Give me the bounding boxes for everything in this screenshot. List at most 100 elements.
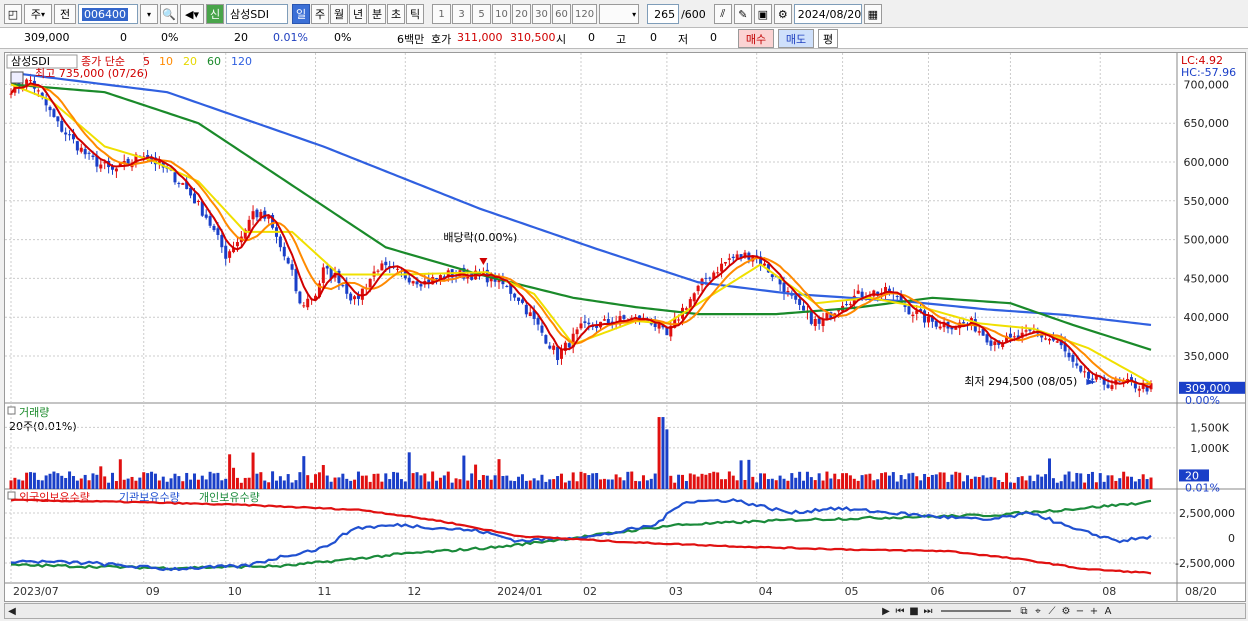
volume-bar (263, 480, 267, 489)
gear-icon[interactable]: ⚙ (773, 4, 792, 24)
volume-bar (1028, 475, 1032, 489)
interval-tab-10[interactable]: 10 (492, 4, 511, 24)
zoom-slider[interactable] (941, 610, 1011, 612)
open-label: 시 (556, 33, 567, 46)
period-tab-0[interactable]: 일 (292, 4, 310, 24)
holdings-y-tick-0: 2,500,000 (1179, 507, 1235, 520)
interval-tab-30[interactable]: 30 (532, 4, 551, 24)
x-tick-label-0: 2023/07 (13, 585, 59, 598)
layout-icon[interactable]: ◰ (4, 4, 22, 24)
sell-button[interactable]: 매도 (778, 29, 814, 48)
period-tab-3[interactable]: 년 (349, 4, 367, 24)
volume-bar (329, 481, 333, 489)
interval-tab-5[interactable]: 5 (472, 4, 491, 24)
volume-bar (380, 481, 384, 489)
interval-tab-3[interactable]: 3 (452, 4, 471, 24)
candle-body (692, 293, 696, 302)
candle-body (669, 325, 673, 337)
scroll-right-icon[interactable]: ▶ (882, 605, 890, 617)
candle-body (1016, 335, 1020, 339)
interval-dropdown[interactable]: ▾ (599, 4, 640, 24)
candle-body (177, 183, 181, 185)
volume-bar (1005, 472, 1009, 489)
interval-tab-60[interactable]: 60 (552, 4, 571, 24)
candle-body (192, 193, 196, 204)
rewind-icon[interactable]: ⏮ (895, 605, 905, 617)
candle-body (200, 201, 204, 216)
interval-tab-120[interactable]: 120 (572, 4, 598, 24)
candle-body (325, 266, 329, 269)
volume-y-tick-0: 1,500K (1190, 421, 1229, 434)
volume-bar (185, 472, 189, 489)
candle-body (524, 304, 528, 315)
settings-icon[interactable]: ⚙ (1061, 605, 1071, 617)
stock-code-input[interactable]: 006400 (78, 4, 138, 24)
chart-scrollbar[interactable]: ◀ ▶ ⏮ ■ ⏭ ⧉ ⌖ ⟋ ⚙ − + A (4, 603, 1246, 619)
draw-tools-icon[interactable]: ✎ (733, 4, 752, 24)
volume-bar (111, 472, 115, 489)
x-tick-label-8: 04 (759, 585, 773, 598)
chart-area[interactable]: 2023/07 09 10 11 12 2024/01 02 03 04 05 06 07 08 08/2… (4, 52, 1246, 602)
volume-bar (177, 476, 181, 489)
volume-bar (930, 474, 934, 489)
candle-body (622, 315, 626, 319)
stop-icon[interactable]: ■ (909, 605, 919, 617)
code-dropdown-button[interactable]: ▾ (140, 4, 158, 24)
buy-button[interactable]: 매수 (738, 29, 774, 48)
volume-bar (345, 478, 349, 489)
candle-body (1079, 365, 1083, 372)
candle-body (844, 304, 848, 306)
volume-bar (696, 476, 700, 489)
bar-count-field[interactable]: 265 (647, 4, 680, 24)
speaker-icon[interactable]: ◀▾ (180, 4, 204, 24)
volume-bar (306, 475, 310, 489)
volume-bar (247, 477, 251, 489)
prev-button[interactable]: 전 (54, 4, 76, 24)
candle-body (1024, 330, 1028, 332)
scroll-track[interactable] (19, 606, 879, 616)
candle-body (513, 293, 517, 298)
candle-body (341, 285, 345, 287)
candle-body (1141, 383, 1145, 389)
volume-bar (899, 475, 903, 489)
volume-bar (618, 477, 622, 489)
trend-icon[interactable]: ⟋ (1048, 605, 1056, 617)
volume-bar (747, 459, 751, 489)
zoom-out-icon[interactable]: − (1075, 605, 1085, 617)
font-icon[interactable]: A (1104, 605, 1112, 617)
period-tab-6[interactable]: 틱 (406, 4, 424, 24)
candle-icon[interactable]: ⫽ (713, 4, 732, 24)
period-tab-5[interactable]: 초 (387, 4, 405, 24)
interval-tab-1[interactable]: 1 (432, 4, 451, 24)
forward-icon[interactable]: ⏭ (923, 605, 933, 617)
volume-bar (884, 472, 888, 489)
period-tab-4[interactable]: 분 (368, 4, 386, 24)
avg-button[interactable]: 평 (818, 29, 838, 48)
period-tab-2[interactable]: 월 (330, 4, 348, 24)
calendar-icon[interactable]: ▦ (863, 4, 882, 24)
volume-bar (243, 477, 247, 489)
candle-body (282, 246, 286, 257)
volume-bar (1137, 479, 1141, 489)
volume-bar (36, 479, 40, 489)
scroll-left-icon[interactable]: ◀ (8, 605, 16, 617)
volume-bar (923, 473, 927, 489)
save-icon[interactable]: ▣ (753, 4, 772, 24)
volume-bar (556, 476, 560, 489)
period-tab-1[interactable]: 주 (311, 4, 329, 24)
type-select[interactable]: 주 ▾ (24, 4, 52, 24)
volume-bar (75, 480, 79, 489)
layout-tools-icon[interactable]: ⧉ (1020, 605, 1028, 617)
date-field[interactable]: 2024/08/20 (793, 4, 862, 24)
crosshair-icon[interactable]: ⌖ (1035, 605, 1041, 617)
search-icon[interactable]: 🔍 (160, 4, 178, 24)
interval-tab-20[interactable]: 20 (512, 4, 531, 24)
chart-svg: 2023/07 09 10 11 12 2024/01 02 03 04 05 06 07 08 08/2… (5, 53, 1245, 601)
candle-body (1059, 339, 1063, 346)
candle-body (25, 79, 29, 88)
volume-bar (813, 480, 817, 489)
volume-bar (778, 475, 782, 489)
zoom-in-icon[interactable]: + (1089, 605, 1099, 617)
volume-pct: 0.01% (273, 31, 308, 44)
candle-body (934, 320, 938, 327)
